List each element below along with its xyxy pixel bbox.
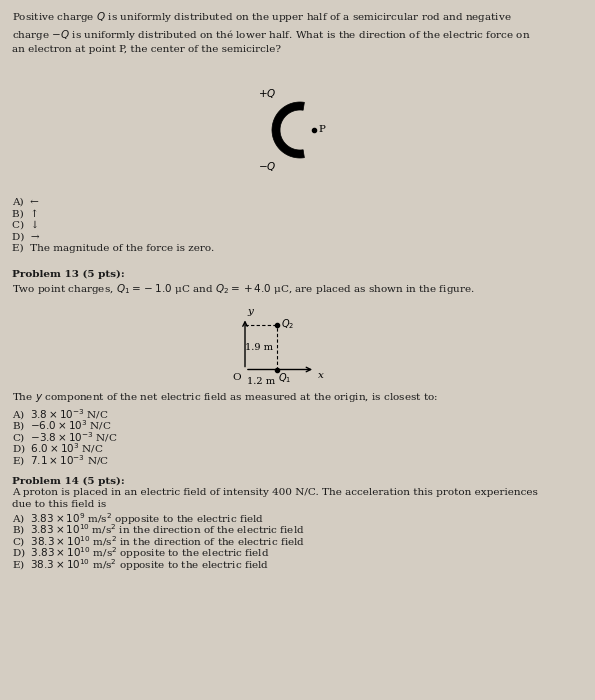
Text: Two point charges, $Q_1 = -1.0$ μC and $Q_2 = +4.0$ μC, are placed as shown in t: Two point charges, $Q_1 = -1.0$ μC and $… — [12, 282, 475, 296]
Text: Problem 14 (5 pts):: Problem 14 (5 pts): — [12, 477, 125, 486]
Text: A)  $3.8 \times 10^{-3}$ N/C: A) $3.8 \times 10^{-3}$ N/C — [12, 407, 109, 421]
Text: C)  $38.3 \times 10^{10}$ m/s$^2$ in the direction of the electric field: C) $38.3 \times 10^{10}$ m/s$^2$ in the … — [12, 534, 305, 549]
Text: A proton is placed in an electric field of intensity 400 N/C. The acceleration t: A proton is placed in an electric field … — [12, 488, 538, 509]
Text: D)  →: D) → — [12, 232, 40, 241]
Text: Problem 13 (5 pts):: Problem 13 (5 pts): — [12, 270, 125, 279]
Text: E)  $38.3 \times 10^{10}$ m/s$^2$ opposite to the electric field: E) $38.3 \times 10^{10}$ m/s$^2$ opposit… — [12, 557, 269, 573]
Text: P: P — [318, 125, 325, 134]
Text: O: O — [233, 372, 241, 382]
Text: D)  $3.83 \times 10^{10}$ m/s$^2$ opposite to the electric field: D) $3.83 \times 10^{10}$ m/s$^2$ opposit… — [12, 545, 270, 561]
Text: A)  ←: A) ← — [12, 198, 39, 207]
Text: y: y — [247, 307, 253, 316]
Text: E)  The magnitude of the force is zero.: E) The magnitude of the force is zero. — [12, 244, 214, 253]
Text: C)  ↓: C) ↓ — [12, 221, 39, 230]
Text: B)  ↑: B) ↑ — [12, 209, 39, 218]
Text: C)  $-3.8 \times 10^{-3}$ N/C: C) $-3.8 \times 10^{-3}$ N/C — [12, 430, 118, 444]
Polygon shape — [272, 130, 305, 158]
Text: $-Q$: $-Q$ — [258, 160, 276, 173]
Text: $Q_2$: $Q_2$ — [281, 318, 294, 331]
Text: B)  $3.83 \times 10^{10}$ m/s$^2$ in the direction of the electric field: B) $3.83 \times 10^{10}$ m/s$^2$ in the … — [12, 522, 305, 537]
Text: 1.2 m: 1.2 m — [247, 377, 275, 386]
Text: Positive charge $Q$ is uniformly distributed on the upper half of a semicircular: Positive charge $Q$ is uniformly distrib… — [12, 10, 531, 54]
Text: The $y$ component of the net electric field as measured at the origin, is closes: The $y$ component of the net electric fi… — [12, 391, 438, 405]
Text: x: x — [318, 370, 324, 379]
Text: D)  $6.0 \times 10^3$ N/C: D) $6.0 \times 10^3$ N/C — [12, 442, 104, 456]
Polygon shape — [272, 102, 305, 130]
Text: $+Q$: $+Q$ — [258, 87, 276, 100]
Text: 1.9 m: 1.9 m — [245, 342, 273, 351]
Text: A)  $3.83 \times 10^9$ m/s$^2$ opposite to the electric field: A) $3.83 \times 10^9$ m/s$^2$ opposite t… — [12, 511, 264, 527]
Text: B)  $-6.0 \times 10^3$ N/C: B) $-6.0 \times 10^3$ N/C — [12, 419, 112, 433]
Text: E)  $7.1 \times 10^{-3}$ N/C: E) $7.1 \times 10^{-3}$ N/C — [12, 453, 109, 468]
Text: $Q_1$: $Q_1$ — [278, 372, 292, 385]
